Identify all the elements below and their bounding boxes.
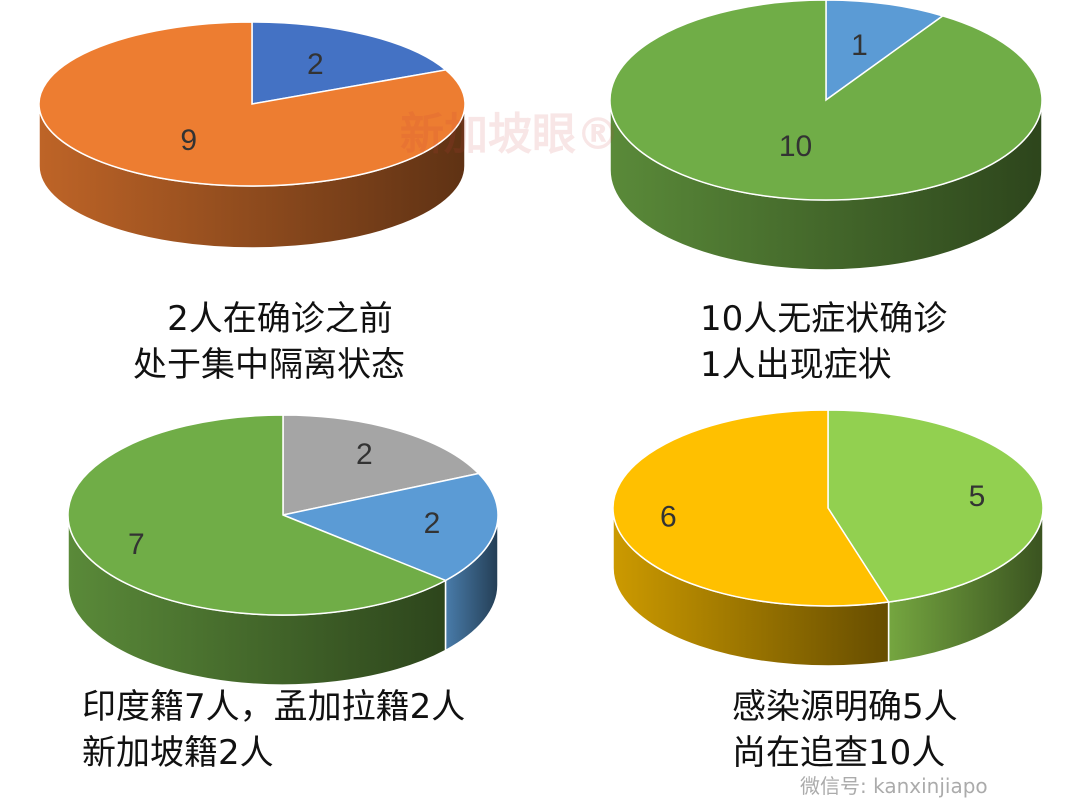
pie-2-slice-1 — [825, 0, 945, 102]
caption-3-line-1: 印度籍7人，孟加拉籍2人 — [82, 687, 466, 727]
pie-2-label-2: 10 — [779, 130, 812, 163]
pie-3-slice-2 — [280, 472, 499, 582]
caption-3-line-2: 新加坡籍2人 — [82, 733, 274, 773]
pie-3-label-2: 2 — [424, 507, 441, 540]
pie-1-slice-1 — [251, 21, 448, 105]
caption-1-line-2: 处于集中隔离状态 — [133, 345, 405, 385]
pie-2-slice-2 — [609, 0, 1043, 201]
caption-1: 2人在确诊之前 处于集中隔离状态 — [133, 296, 410, 388]
watermark-logo-text: 新加坡眼® — [400, 109, 620, 160]
pie-4-slice-1 — [827, 409, 1044, 603]
pie-1-label-2: 9 — [180, 124, 197, 157]
caption-1-line-1: 2人在确诊之前 — [167, 299, 393, 339]
pie-3-label-1: 2 — [356, 438, 373, 471]
caption-4: 感染源明确5人 尚在追查10人 — [732, 684, 958, 776]
pie-3-slice-3 — [67, 414, 448, 616]
pie-1-label-1: 2 — [307, 48, 324, 81]
caption-2-line-2: 1人出现症状 — [700, 345, 892, 385]
pie-4-slice-2 — [612, 409, 890, 607]
caption-4-line-2: 尚在追查10人 — [732, 733, 946, 773]
pie-4-label-2: 6 — [660, 500, 677, 533]
pie-2-label-1: 1 — [851, 29, 868, 62]
pie-1-slice-2 — [38, 21, 466, 187]
watermark-wechat: 微信号: kanxinjiapo — [800, 774, 988, 798]
caption-3: 印度籍7人，孟加拉籍2人 新加坡籍2人 — [82, 684, 465, 776]
caption-2: 10人无症状确诊 1人出现症状 — [700, 296, 947, 388]
pie-3-slice-1 — [282, 414, 481, 516]
pie-4-label-1: 5 — [969, 480, 986, 513]
pie-3-label-3: 7 — [128, 528, 145, 561]
caption-2-line-1: 10人无症状确诊 — [700, 299, 948, 339]
caption-4-line-1: 感染源明确5人 — [732, 687, 958, 727]
